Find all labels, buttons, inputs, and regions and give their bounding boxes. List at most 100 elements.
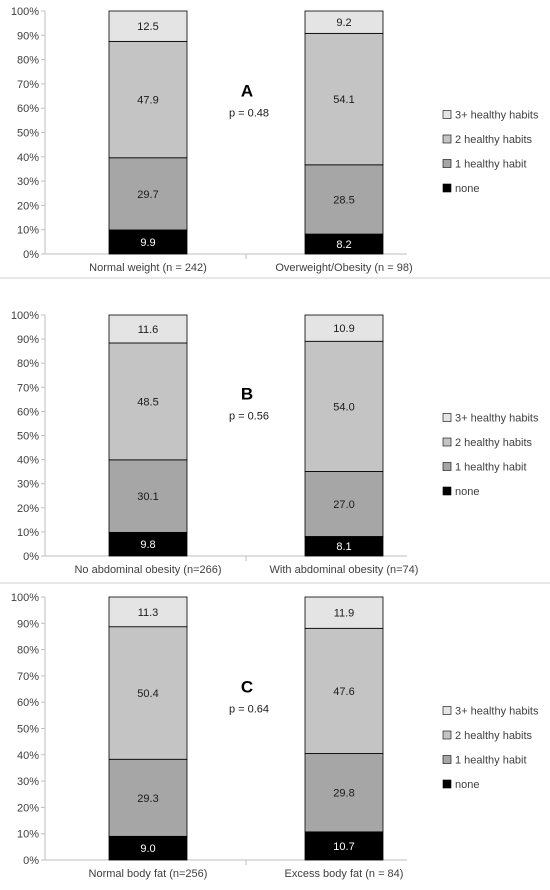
data-label: 27.0 <box>333 499 354 511</box>
bar-segment-3-healthy-habits <box>108 10 188 42</box>
data-label: 10.9 <box>333 323 354 335</box>
data-label: 54.1 <box>333 94 354 106</box>
data-label: 47.6 <box>333 686 354 698</box>
data-label: 48.5 <box>137 396 158 408</box>
legend-label: none <box>455 779 479 791</box>
legend-swatch <box>442 779 452 789</box>
y-tick-label: 90% <box>17 334 39 346</box>
data-label: 11.6 <box>138 324 159 336</box>
y-tick-label: 20% <box>17 503 39 515</box>
bar-segment-3-healthy-habits <box>108 596 188 628</box>
y-tick-label: 80% <box>17 358 39 370</box>
legend-swatch <box>442 183 452 193</box>
y-tick-label: 70% <box>17 671 39 683</box>
y-tick-label: 40% <box>17 750 39 762</box>
category-label: Excess body fat (n = 84) <box>285 868 404 880</box>
y-tick-label: 10% <box>17 527 39 539</box>
data-label: 29.8 <box>333 788 354 800</box>
category-label: Normal body fat (n=256) <box>89 868 208 880</box>
bar-segment-2-healthy-habits <box>108 40 188 159</box>
category-label: Overweight/Obesity (n = 98) <box>275 262 412 274</box>
legend-swatch <box>442 110 452 119</box>
y-tick-label: 100% <box>11 592 39 604</box>
bar-segment-1-healthy-habit <box>304 471 384 537</box>
legend-label: 3+ healthy habits <box>455 706 539 718</box>
chart-panel-b: 0% 10% 20% 30% 40% 50% 60% 70% 80% 90% 100% 9.8 30.1… <box>0 310 550 584</box>
bar-segment-3-healthy-habits <box>108 314 188 344</box>
legend-label: none <box>455 183 479 195</box>
legend-label: 1 healthy habit <box>455 159 527 171</box>
bar-segment-2-healthy-habits <box>108 342 188 461</box>
y-tick-label: 70% <box>17 382 39 394</box>
legend-label: 2 healthy habits <box>455 437 533 449</box>
y-tick-label: 100% <box>11 6 39 18</box>
data-label: 30.1 <box>137 491 158 503</box>
bar-segment-none <box>108 229 188 255</box>
bar-segment-3-healthy-habits <box>304 596 384 629</box>
legend-label: none <box>455 486 479 498</box>
y-tick-label: 100% <box>11 310 39 322</box>
panel-letter: A <box>241 82 253 101</box>
legend-label: 1 healthy habit <box>455 462 527 474</box>
y-tick-label: 40% <box>17 455 39 467</box>
legend-swatch <box>442 730 452 740</box>
legend-swatch <box>442 462 452 471</box>
category-label: No abdominal obesity (n=266) <box>74 564 221 576</box>
data-label: 8.2 <box>336 239 351 251</box>
legend-swatch <box>442 134 452 144</box>
y-tick-label: 30% <box>17 776 39 788</box>
data-label: 11.3 <box>138 607 159 619</box>
data-label: 10.7 <box>333 841 354 853</box>
bar-segment-2-healthy-habits <box>304 32 384 166</box>
bar-segment-1-healthy-habit <box>304 753 384 833</box>
legend-swatch <box>442 486 452 496</box>
data-label: 9.9 <box>140 237 155 249</box>
legend-swatch <box>442 159 452 168</box>
bar-segment-3-healthy-habits <box>304 314 384 342</box>
legend-swatch <box>442 755 452 764</box>
bar-segment-1-healthy-habit <box>108 157 188 231</box>
y-tick-label: 90% <box>17 30 39 42</box>
bar-segment-2-healthy-habits <box>304 627 384 754</box>
y-tick-label: 10% <box>17 225 39 237</box>
y-tick-label: 30% <box>17 176 39 188</box>
y-tick-label: 70% <box>17 79 39 91</box>
y-tick-label: 10% <box>17 829 39 841</box>
bar-segment-1-healthy-habit <box>108 758 188 837</box>
y-tick-label: 60% <box>17 103 39 115</box>
panel-letter: B <box>241 385 253 404</box>
legend-label: 2 healthy habits <box>455 730 533 742</box>
data-label: 54.0 <box>333 401 354 413</box>
data-label: 8.1 <box>336 541 351 553</box>
category-label: Normal weight (n = 242) <box>89 262 207 274</box>
bar-segment-2-healthy-habits <box>304 340 384 472</box>
bar-segment-3-healthy-habits <box>304 10 384 34</box>
y-tick-label: 50% <box>17 724 39 736</box>
chart-panel-a: 0% 10% 20% 30% 40% 50% 60% 70% 80% 90% 100% 9.9 29.7… <box>0 6 550 279</box>
data-label: 29.7 <box>137 189 158 201</box>
bar-segment-1-healthy-habit <box>108 459 188 533</box>
y-tick-label: 80% <box>17 55 39 67</box>
chart-panel-c: 0% 10% 20% 30% 40% 50% 60% 70% 80% 90% 100% 9.0 29.3… <box>11 592 539 880</box>
data-label: 28.5 <box>333 194 354 206</box>
legend-swatch <box>442 706 452 715</box>
y-tick-label: 80% <box>17 645 39 657</box>
y-tick-label: 30% <box>17 479 39 491</box>
y-tick-label: 90% <box>17 618 39 630</box>
legend-label: 1 healthy habit <box>455 755 527 767</box>
y-tick-label: 60% <box>17 406 39 418</box>
data-label: 9.2 <box>336 17 351 29</box>
bar-segment-none <box>304 831 384 861</box>
bar-segment-1-healthy-habit <box>304 164 384 235</box>
data-label: 9.8 <box>140 539 155 551</box>
y-tick-label: 60% <box>17 697 39 709</box>
y-tick-label: 0% <box>23 249 39 261</box>
data-label: 11.9 <box>334 608 355 620</box>
data-label: 29.3 <box>137 793 158 805</box>
p-value-annotation: p = 0.48 <box>229 108 269 120</box>
legend-swatch <box>442 413 452 422</box>
y-tick-label: 20% <box>17 200 39 212</box>
y-tick-label: 0% <box>23 855 39 867</box>
